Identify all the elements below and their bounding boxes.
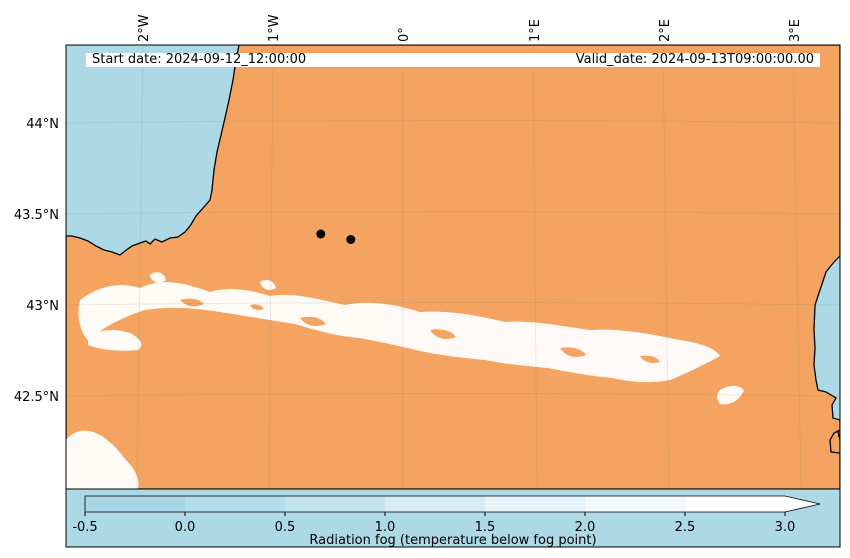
colorbar-outline — [84, 495, 821, 513]
lon-label: 1°E — [528, 19, 543, 42]
start-date: Start date: 2024-09-12_12:00:00 — [92, 52, 307, 67]
colorbar-segment — [685, 496, 785, 512]
date-header: Start date: 2024-09-12_12:00:00 Valid_da… — [86, 53, 820, 67]
fog-patches — [66, 272, 744, 489]
map-area — [66, 45, 840, 489]
lon-label: 2°W — [137, 14, 152, 42]
longitude-labels: 2°W 1°W 0° 1°E 2°E 3°E — [137, 14, 803, 42]
colorbar-tick-label: 2.5 — [675, 520, 696, 535]
colorbar-segment — [485, 496, 586, 512]
lat-label: 44°N — [26, 117, 59, 132]
lon-label: 3°E — [788, 19, 803, 42]
gridlines — [66, 45, 840, 489]
colorbar-segment — [85, 496, 186, 512]
colorbar-tick-label: -0.5 — [72, 520, 97, 535]
colorbar-tick-label: 0.0 — [175, 520, 196, 535]
colorbar-tick-labels: -0.5 0.0 0.5 1.0 1.5 2.0 2.5 3.0 — [72, 520, 795, 535]
station-point — [316, 229, 326, 239]
colorbar-segment — [285, 496, 386, 512]
colorbar: -0.5 0.0 0.5 1.0 1.5 2.0 2.5 3.0 — [65, 488, 841, 548]
lon-label: 0° — [397, 27, 412, 42]
fog-holes — [180, 298, 660, 363]
colorbar-segment — [385, 496, 486, 512]
colorbar-extend-arrow — [785, 496, 820, 512]
colorbar-segment — [585, 496, 686, 512]
lat-label: 43.5°N — [14, 208, 59, 223]
colorbar-segments — [85, 496, 785, 512]
station-points — [316, 229, 356, 244]
valid-date: Valid_date: 2024-09-13T09:00:00.00 — [575, 52, 814, 67]
colorbar-segment — [185, 496, 286, 512]
lat-label: 42.5°N — [14, 390, 59, 405]
colorbar-tick-label: 2.0 — [575, 520, 596, 535]
colorbar-label: Radiation fog (temperature below fog poi… — [309, 533, 597, 548]
lon-label: 2°E — [658, 19, 673, 42]
colorbar-ticks — [84, 512, 786, 516]
station-point — [346, 235, 356, 244]
colorbar-tick-label: 1.5 — [475, 520, 496, 535]
latitude-labels: 44°N 43.5°N 43°N 42.5°N — [14, 117, 59, 405]
colorbar-tick-label: 3.0 — [775, 520, 796, 535]
colorbar-tick-label: 0.5 — [275, 520, 296, 535]
lon-label: 1°W — [267, 14, 282, 42]
colorbar-tick-label: 1.0 — [375, 520, 396, 535]
lat-label: 43°N — [26, 299, 59, 314]
